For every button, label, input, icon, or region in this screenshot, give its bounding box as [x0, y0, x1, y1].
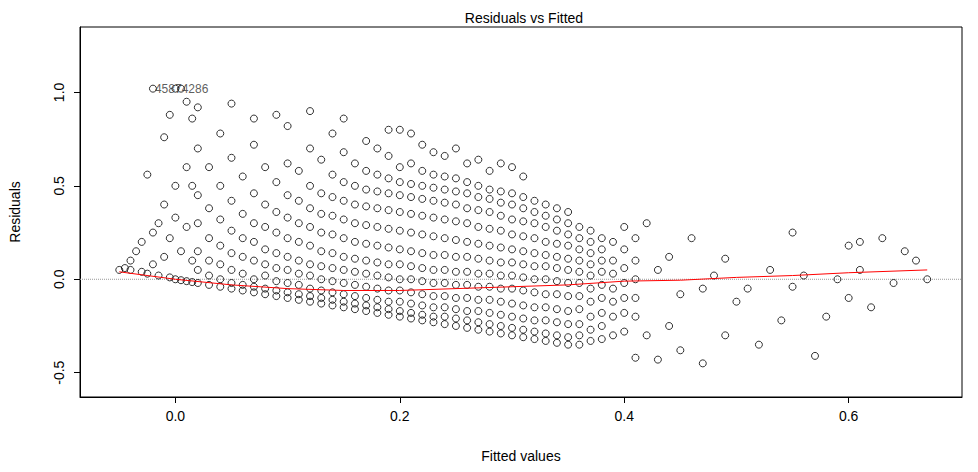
svg-text:0.2: 0.2 [390, 408, 410, 424]
svg-text:Residuals vs Fitted: Residuals vs Fitted [465, 10, 583, 26]
svg-text:-0.5: -0.5 [51, 360, 67, 384]
svg-text:0.4: 0.4 [615, 408, 635, 424]
svg-text:0.5: 0.5 [51, 176, 67, 196]
svg-text:1.0: 1.0 [51, 82, 67, 102]
svg-text:Fitted values: Fitted values [481, 448, 560, 464]
svg-text:0.0: 0.0 [51, 269, 67, 289]
svg-text:0.0: 0.0 [166, 408, 186, 424]
svg-text:45874286: 45874286 [155, 82, 209, 96]
svg-text:Residuals: Residuals [7, 181, 23, 242]
svg-text:0.6: 0.6 [839, 408, 859, 424]
